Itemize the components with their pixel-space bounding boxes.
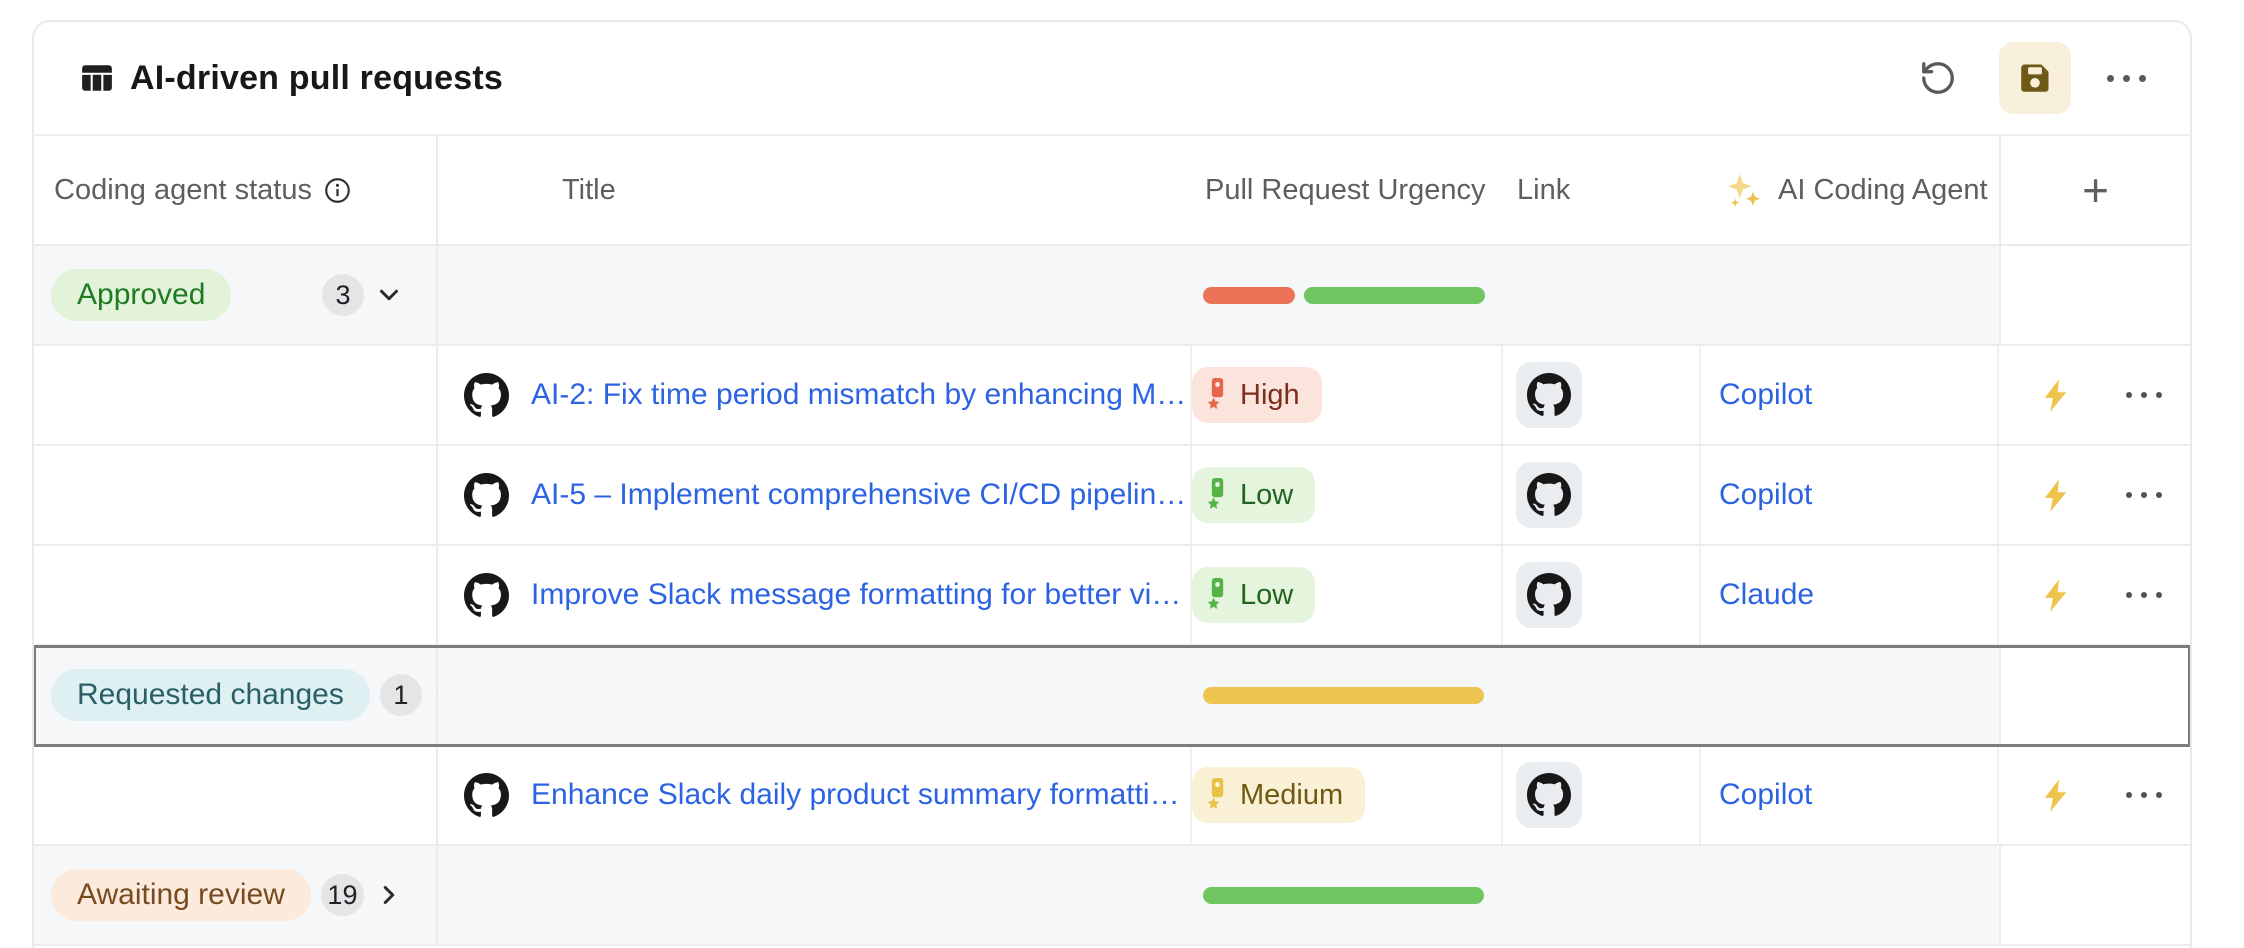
column-header-status[interactable]: Coding agent status: [34, 136, 438, 244]
agent-link[interactable]: Copilot: [1719, 378, 1813, 411]
github-icon: [464, 373, 509, 418]
github-link-button[interactable]: [1516, 462, 1582, 528]
lightning-icon[interactable]: [2037, 477, 2074, 514]
chevron-down-icon[interactable]: [374, 280, 404, 310]
urgency-badge[interactable]: High: [1192, 367, 1322, 423]
table-row: AI-2: Fix time period mismatch by enhanc…: [34, 346, 2190, 446]
urgency-badge[interactable]: Low: [1192, 567, 1316, 623]
column-header-row: Coding agent status Title Pull Request U…: [34, 136, 2190, 246]
lightning-icon[interactable]: [2037, 777, 2074, 814]
pr-title-link[interactable]: AI-2: Fix time period mismatch by enhanc…: [531, 378, 1187, 411]
chevron-right-icon[interactable]: [374, 880, 404, 910]
page-title: AI-driven pull requests: [130, 58, 504, 97]
urgency-summary-bar: [1192, 246, 1503, 344]
save-icon: [2017, 60, 2053, 96]
table-row: AI-5 – Implement comprehensive CI/CD pip…: [34, 446, 2190, 546]
table-row: Improve Slack message formatting for bet…: [34, 546, 2190, 646]
github-link-button[interactable]: [1516, 762, 1582, 828]
agent-link[interactable]: Claude: [1719, 578, 1815, 611]
pr-title-link[interactable]: Improve Slack message formatting for bet…: [531, 578, 1182, 611]
ai-sparkles-icon: [1725, 171, 1763, 209]
group-count-badge: 19: [320, 874, 364, 916]
github-icon: [464, 573, 509, 618]
medal-icon: [1206, 778, 1229, 812]
agent-link[interactable]: Copilot: [1719, 478, 1813, 511]
column-header-urgency[interactable]: Pull Request Urgency: [1205, 173, 1486, 206]
medal-icon: [1206, 378, 1229, 412]
github-link-button[interactable]: [1516, 562, 1582, 628]
group-row-approved[interactable]: Approved 3: [34, 246, 2190, 346]
status-pill[interactable]: Approved: [51, 269, 232, 321]
title-bar: AI-driven pull requests: [34, 22, 2190, 136]
lightning-icon[interactable]: [2037, 577, 2074, 614]
github-icon: [464, 473, 509, 518]
table-row: Enhance Slack daily product summary form…: [34, 746, 2190, 846]
row-more-icon[interactable]: [2126, 492, 2162, 498]
group-row-awaiting-review[interactable]: Awaiting review 19: [34, 846, 2190, 946]
more-icon[interactable]: [2107, 74, 2146, 82]
save-button[interactable]: [1999, 42, 2071, 114]
urgency-summary-bar: [1192, 846, 1503, 944]
row-more-icon[interactable]: [2126, 392, 2162, 398]
undo-icon[interactable]: [1919, 59, 1957, 97]
urgency-badge[interactable]: Low: [1192, 467, 1316, 523]
column-header-title[interactable]: Title: [562, 173, 616, 206]
row-more-icon[interactable]: [2126, 592, 2162, 598]
group-count-badge: 1: [379, 674, 422, 716]
column-header-agent[interactable]: AI Coding Agent: [1701, 136, 1999, 244]
status-pill[interactable]: Requested changes: [51, 669, 370, 721]
pr-title-link[interactable]: Enhance Slack daily product summary form…: [531, 778, 1180, 811]
github-icon: [464, 773, 509, 818]
status-pill[interactable]: Awaiting review: [51, 869, 311, 921]
medal-icon: [1206, 578, 1229, 612]
lightning-icon[interactable]: [2037, 377, 2074, 414]
group-count-badge: 3: [322, 274, 364, 316]
add-column-button[interactable]: +: [1999, 136, 2190, 244]
table-card: AI-driven pull requests Coding agent sta: [32, 20, 2192, 948]
pr-title-link[interactable]: AI-5 – Implement comprehensive CI/CD pip…: [531, 478, 1187, 511]
urgency-badge[interactable]: Medium: [1192, 767, 1366, 823]
column-header-link[interactable]: Link: [1517, 173, 1571, 206]
agent-link[interactable]: Copilot: [1719, 778, 1813, 811]
table-icon: [80, 61, 114, 95]
urgency-summary-bar: [1192, 646, 1503, 744]
group-row-requested-changes[interactable]: Requested changes 1: [34, 645, 2190, 747]
github-link-button[interactable]: [1516, 362, 1582, 428]
row-more-icon[interactable]: [2126, 792, 2162, 798]
info-icon[interactable]: [324, 177, 351, 204]
medal-icon: [1206, 478, 1229, 512]
